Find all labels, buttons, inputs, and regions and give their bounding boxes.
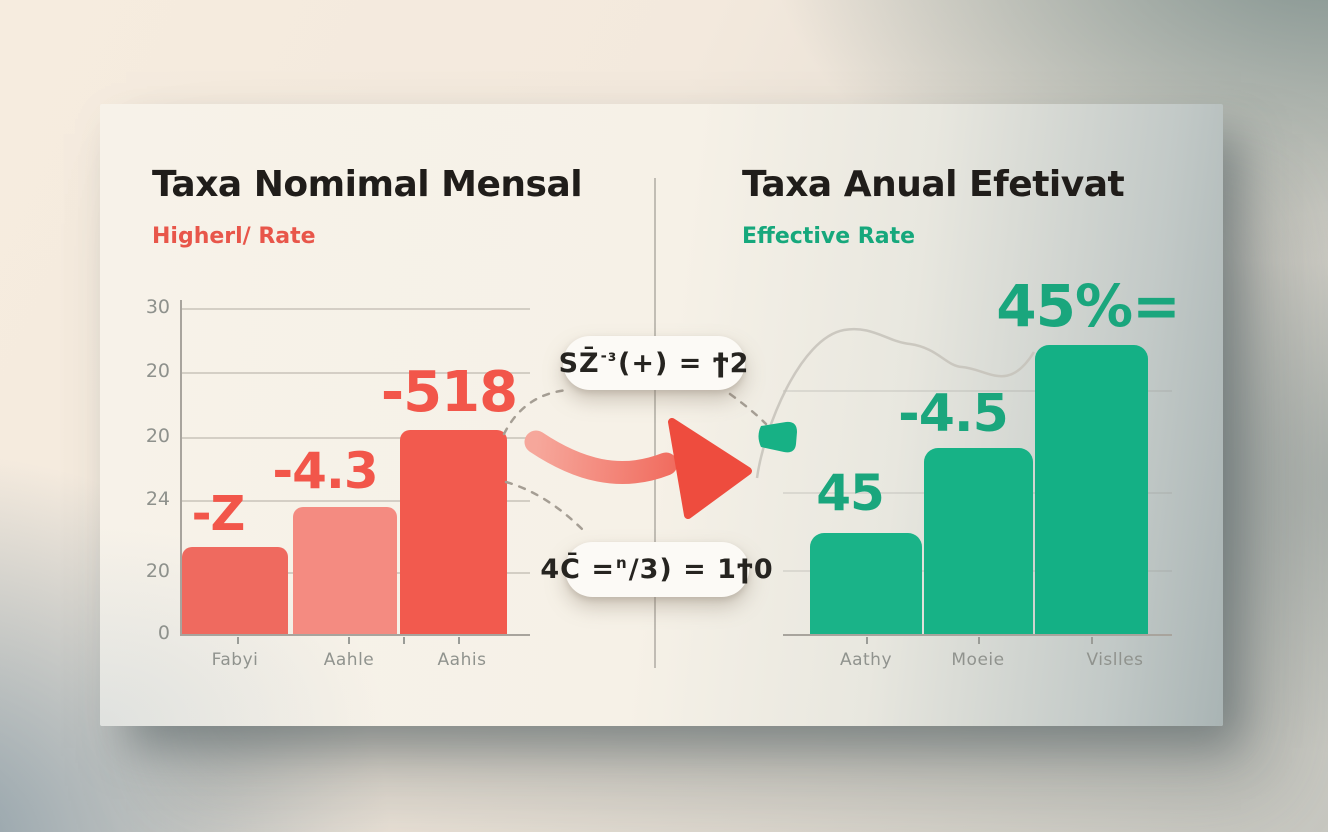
bar bbox=[293, 507, 397, 634]
left-bar-chart: 30 20 20 24 20 0 -Z -4.3 -518 Fabyi Aahle Aahis bbox=[100, 104, 1223, 726]
gridline bbox=[180, 372, 530, 374]
x-axis-label: Aahis bbox=[437, 650, 487, 670]
y-axis-label: 20 bbox=[145, 560, 170, 582]
bar bbox=[924, 448, 1033, 634]
formula-bubble-bottom: 4C̄ = n/3) = 1ϯ0 bbox=[540, 542, 773, 597]
bar-value-label: -4.5 bbox=[898, 384, 1009, 444]
formula-top-base: SZ̄ bbox=[558, 347, 600, 379]
left-chart-subtitle: Higherl/ Rate bbox=[152, 224, 316, 249]
right-chart-title: Taxa Anual Efetivat bbox=[742, 164, 1125, 205]
y-axis-line bbox=[180, 300, 182, 636]
formula-bottom-base: 4C̄ = bbox=[540, 554, 616, 585]
gridline bbox=[180, 500, 530, 502]
bar-value-label: 45%= bbox=[996, 272, 1180, 340]
y-axis-label: 20 bbox=[145, 425, 170, 447]
y-axis-label: 20 bbox=[145, 360, 170, 382]
bar-value-label: 45 bbox=[816, 464, 885, 522]
x-axis-tick bbox=[403, 637, 405, 644]
section-divider bbox=[654, 178, 656, 668]
x-axis-tick bbox=[348, 637, 350, 644]
x-axis-line bbox=[783, 634, 1172, 636]
info-card: Taxa Nomimal Mensal Higherl/ Rate Taxa A… bbox=[100, 104, 1223, 726]
x-axis-label: Aahle bbox=[323, 650, 375, 670]
x-axis-line bbox=[180, 634, 530, 636]
bar-value-label: -4.3 bbox=[272, 442, 378, 500]
bar bbox=[810, 533, 922, 634]
y-axis-label: 24 bbox=[145, 488, 170, 510]
formula-bubble-top: SZ̄ -ɜ (+) = ϯ2 bbox=[559, 336, 748, 390]
x-axis-label: Fabyi bbox=[211, 650, 259, 670]
gridline bbox=[180, 308, 530, 310]
gridline bbox=[180, 437, 530, 439]
x-axis-tick bbox=[866, 637, 868, 644]
x-axis-tick bbox=[1091, 637, 1093, 644]
bar-value-label: -Z bbox=[191, 486, 246, 542]
right-chart-subtitle: Effective Rate bbox=[742, 224, 916, 249]
x-axis-label: Aathy bbox=[839, 650, 893, 670]
left-chart-title: Taxa Nomimal Mensal bbox=[152, 164, 583, 205]
x-axis-tick bbox=[458, 637, 460, 644]
x-axis-tick bbox=[978, 637, 980, 644]
x-axis-tick bbox=[237, 637, 239, 644]
y-axis-label: 30 bbox=[145, 296, 170, 318]
y-axis-label: 0 bbox=[157, 622, 170, 644]
bar bbox=[182, 547, 288, 634]
formula-top-rest: (+) = ϯ2 bbox=[618, 347, 750, 379]
x-axis-label: Moeie bbox=[951, 650, 1005, 670]
bar bbox=[400, 430, 507, 634]
formula-bottom-rest: /3) = 1ϯ0 bbox=[628, 554, 774, 585]
bar bbox=[1035, 345, 1148, 634]
bar-value-label: -518 bbox=[380, 360, 518, 425]
x-axis-label: Vislles bbox=[1086, 650, 1144, 670]
right-bar-chart: 45 -4.5 45%= Aathy Moeie Vislles bbox=[100, 104, 1223, 726]
